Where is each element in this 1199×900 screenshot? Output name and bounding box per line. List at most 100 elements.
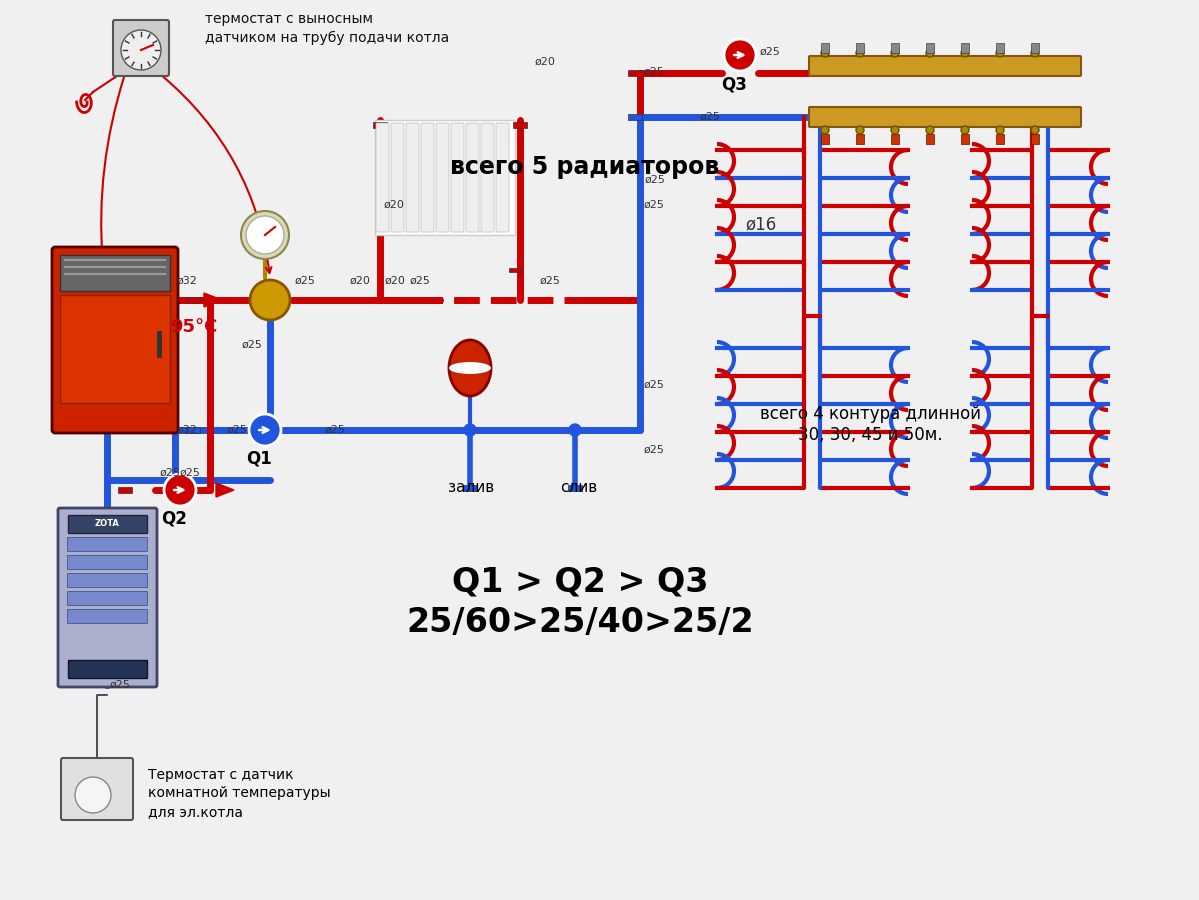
FancyBboxPatch shape — [52, 247, 177, 433]
Circle shape — [962, 126, 969, 134]
Circle shape — [164, 474, 195, 506]
Circle shape — [856, 49, 864, 57]
Bar — [60, 295, 170, 403]
Bar — [157, 331, 162, 358]
Bar — [996, 43, 1004, 53]
FancyBboxPatch shape — [67, 555, 147, 570]
Circle shape — [249, 414, 281, 446]
Circle shape — [821, 126, 829, 134]
Text: ø25: ø25 — [540, 276, 561, 286]
Text: ø20: ø20 — [384, 200, 405, 210]
Circle shape — [464, 424, 476, 436]
Text: ø25: ø25 — [700, 112, 721, 122]
Text: ø25: ø25 — [242, 340, 263, 350]
Circle shape — [1031, 49, 1040, 57]
Text: ø25: ø25 — [644, 67, 665, 77]
Bar — [926, 134, 934, 144]
Text: 95°C: 95°C — [170, 318, 217, 336]
Circle shape — [76, 777, 112, 813]
Text: ø25: ø25 — [644, 200, 665, 210]
Text: ø25: ø25 — [644, 445, 665, 455]
Polygon shape — [204, 293, 222, 307]
FancyBboxPatch shape — [436, 123, 448, 232]
Text: ø25: ø25 — [760, 47, 781, 57]
Bar — [510, 267, 522, 273]
Bar — [856, 134, 864, 144]
Text: ø25: ø25 — [410, 276, 430, 286]
FancyBboxPatch shape — [451, 123, 464, 232]
Circle shape — [246, 216, 284, 254]
FancyBboxPatch shape — [113, 20, 169, 76]
FancyBboxPatch shape — [809, 107, 1081, 127]
FancyBboxPatch shape — [406, 123, 418, 232]
FancyBboxPatch shape — [376, 123, 388, 232]
Text: ø16: ø16 — [745, 215, 776, 233]
FancyBboxPatch shape — [391, 123, 404, 232]
Circle shape — [891, 126, 899, 134]
Text: ø20: ø20 — [350, 276, 370, 286]
FancyBboxPatch shape — [67, 609, 147, 624]
Text: ø25: ø25 — [645, 175, 665, 185]
Circle shape — [962, 49, 969, 57]
FancyBboxPatch shape — [421, 123, 434, 232]
FancyBboxPatch shape — [481, 123, 494, 232]
Bar — [463, 485, 477, 490]
Bar — [68, 515, 147, 533]
Bar — [996, 134, 1004, 144]
Text: Q2: Q2 — [161, 510, 187, 528]
Circle shape — [926, 126, 934, 134]
Text: Термостат с датчик
комнатной температуры
для эл.котла: Термостат с датчик комнатной температуры… — [147, 768, 331, 819]
Ellipse shape — [448, 362, 492, 374]
Ellipse shape — [448, 340, 492, 396]
FancyBboxPatch shape — [58, 508, 157, 687]
Text: термостат с выносным
датчиком на трубу подачи котла: термостат с выносным датчиком на трубу п… — [205, 12, 450, 44]
Text: ø25: ø25 — [227, 425, 248, 435]
Text: ø25: ø25 — [180, 468, 201, 478]
Bar — [962, 134, 969, 144]
Bar — [513, 122, 528, 128]
Bar — [821, 43, 829, 53]
Polygon shape — [216, 483, 234, 497]
Bar — [926, 43, 934, 53]
Text: всего 4 контура длинной
30, 30, 45 и 50м.: всего 4 контура длинной 30, 30, 45 и 50м… — [759, 405, 981, 444]
FancyBboxPatch shape — [67, 537, 147, 552]
Text: ø25: ø25 — [325, 425, 345, 435]
Bar — [1031, 134, 1040, 144]
Text: всего 5 радиаторов: всего 5 радиаторов — [450, 155, 719, 179]
Circle shape — [251, 280, 290, 320]
Text: ø25: ø25 — [644, 380, 665, 390]
Bar — [568, 485, 582, 490]
Text: ø25: ø25 — [295, 276, 315, 286]
Text: ø25: ø25 — [159, 468, 181, 478]
Bar — [628, 70, 641, 76]
Bar — [1031, 43, 1040, 53]
Bar — [373, 122, 387, 128]
Text: ZOTA: ZOTA — [95, 519, 120, 528]
Bar — [628, 114, 641, 120]
Bar — [891, 134, 899, 144]
Bar — [68, 660, 147, 678]
Text: ø20: ø20 — [385, 276, 406, 286]
Text: Q1 > Q2 > Q3
25/60>25/40>25/2: Q1 > Q2 > Q3 25/60>25/40>25/2 — [406, 565, 754, 639]
Circle shape — [891, 49, 899, 57]
Bar — [891, 43, 899, 53]
Bar — [856, 43, 864, 53]
Text: слив: слив — [560, 480, 597, 495]
Circle shape — [1031, 126, 1040, 134]
FancyBboxPatch shape — [67, 591, 147, 606]
Circle shape — [724, 39, 757, 71]
Text: ø20: ø20 — [535, 57, 556, 67]
Text: ø25: ø25 — [110, 680, 131, 690]
Circle shape — [996, 126, 1004, 134]
Text: ø32: ø32 — [177, 276, 198, 286]
FancyBboxPatch shape — [466, 123, 478, 232]
Bar — [821, 134, 829, 144]
FancyBboxPatch shape — [61, 758, 133, 820]
Circle shape — [856, 126, 864, 134]
Circle shape — [465, 425, 475, 435]
Text: Q3: Q3 — [721, 75, 747, 93]
Text: ø32: ø32 — [177, 425, 198, 435]
Text: Q1: Q1 — [246, 450, 272, 468]
Circle shape — [926, 49, 934, 57]
Bar — [186, 297, 200, 302]
